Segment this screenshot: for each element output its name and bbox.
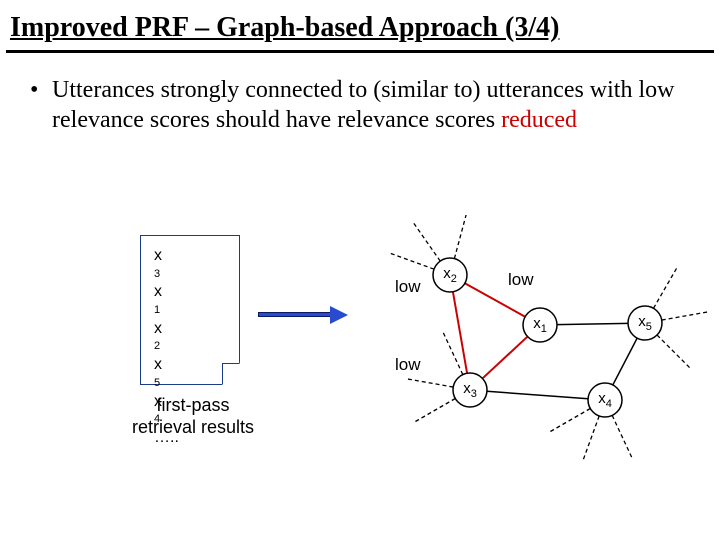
reduced-word: reduced [501, 107, 577, 133]
doc-caption: first-pass retrieval results [98, 395, 288, 438]
caption-line1: first-pass [156, 395, 229, 415]
caption-line2: retrieval results [132, 417, 254, 437]
doc-list-item: x2 [154, 318, 179, 354]
doc-box: x3x1x2x5x4….. [140, 235, 240, 385]
graph-node-label: x5 [633, 313, 657, 333]
doc-ear-icon [222, 363, 240, 385]
diagram-area: x3x1x2x5x4….. first-pass retrieval resul… [0, 215, 720, 515]
title-prefix: Improved PRF – Graph-based Approach [10, 12, 505, 43]
bullet-dot: • [30, 75, 52, 135]
title-suffix: (3/4) [505, 12, 559, 43]
graph-node-label: x2 [438, 265, 462, 285]
slide-title: Improved PRF – Graph-based Approach (3/4… [0, 0, 720, 50]
arrow-icon [258, 307, 348, 323]
doc-list-item: x1 [154, 281, 179, 317]
bullet-item: • Utterances strongly connected to (simi… [30, 75, 692, 135]
edge-label: low [395, 277, 421, 297]
bullet-text: Utterances strongly connected to (simila… [52, 75, 692, 135]
edge-label: low [508, 270, 534, 290]
graph-node-label: x3 [458, 380, 482, 400]
arrow-head [330, 306, 348, 324]
edge-label: low [395, 355, 421, 375]
doc-list-item: x5 [154, 354, 179, 390]
graph-panel: x2 x1 x3 x5 x4 low low low [350, 215, 710, 475]
bullet-text-pre: Utterances strongly connected to (simila… [52, 77, 674, 133]
bullet-list: • Utterances strongly connected to (simi… [0, 53, 720, 135]
graph-node-label: x4 [593, 390, 617, 410]
doc-list-item: x3 [154, 245, 179, 281]
arrow-shaft [258, 312, 332, 317]
graph-node-label: x1 [528, 315, 552, 335]
graph-svg [350, 215, 710, 475]
